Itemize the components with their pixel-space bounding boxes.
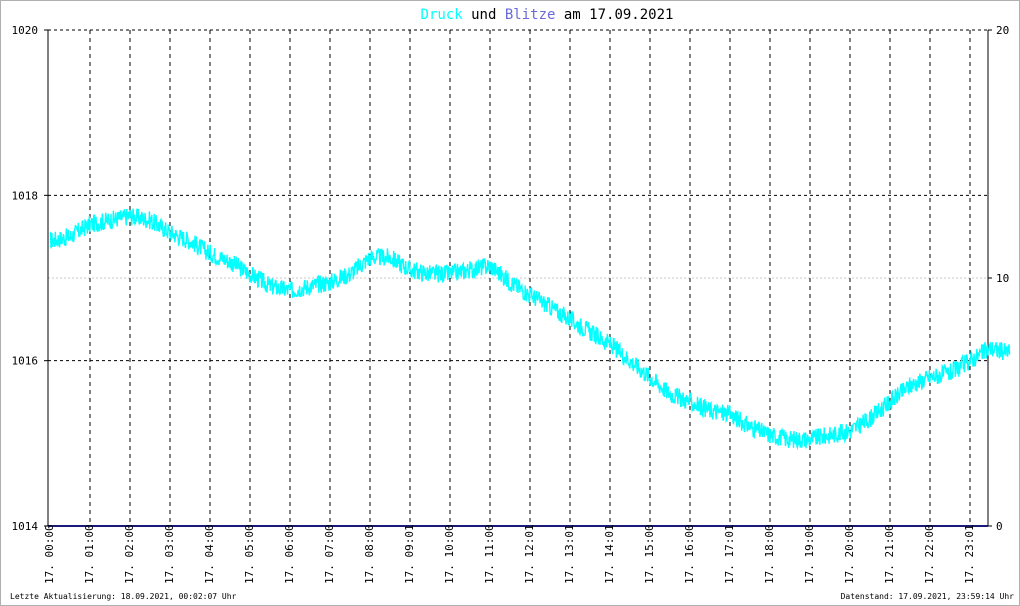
y-left-tick-label: 1020 xyxy=(12,24,39,37)
y-left-tick-label: 1014 xyxy=(12,520,39,533)
series-druck-line xyxy=(49,208,1011,450)
x-tick-label: 17. 18:00 xyxy=(763,524,776,584)
title-date: am 17.09.2021 xyxy=(555,7,673,23)
grid xyxy=(48,29,988,526)
title-blitze: Blitze xyxy=(505,7,556,23)
last-update-text: Letzte Aktualisierung: 18.09.2021, 00:02… xyxy=(10,592,237,601)
x-tick-label: 17. 01:00 xyxy=(83,524,96,584)
axes xyxy=(44,29,992,527)
x-tick-label: 17. 08:00 xyxy=(363,524,376,584)
y-left-tick-label: 1018 xyxy=(12,189,39,202)
x-tick-label: 17. 19:00 xyxy=(803,524,816,584)
x-tick-label: 17. 09:01 xyxy=(403,524,416,584)
x-tick-label: 17. 00:00 xyxy=(43,524,56,584)
y-right-tick-label: 0 xyxy=(996,520,1003,533)
title-druck: Druck xyxy=(421,7,464,23)
x-tick-label: 17. 13:01 xyxy=(563,524,576,584)
x-tick-label: 17. 02:00 xyxy=(123,524,136,584)
x-tick-label: 17. 15:00 xyxy=(643,524,656,584)
x-tick-label: 17. 05:00 xyxy=(243,524,256,584)
x-tick-label: 17. 17:01 xyxy=(723,524,736,584)
x-tick-label: 17. 06:00 xyxy=(283,524,296,584)
x-tick-label: 17. 20:00 xyxy=(843,524,856,584)
x-tick-label: 17. 23:01 xyxy=(963,524,976,584)
x-tick-label: 17. 12:01 xyxy=(523,524,536,584)
x-tick-label: 17. 16:00 xyxy=(683,524,696,584)
chart-title: Druck und Blitze am 17.09.2021 xyxy=(421,7,674,23)
x-tick-label: 17. 04:00 xyxy=(203,524,216,584)
y-left-tick-label: 1016 xyxy=(12,355,39,368)
x-tick-label: 17. 03:00 xyxy=(163,524,176,584)
x-tick-label: 17. 21:00 xyxy=(883,524,896,584)
tick-labels: 17. 00:00 17. 01:00 17. 02:00 17. 03:00 17. … xyxy=(12,24,1010,584)
x-tick-label: 17. 10:00 xyxy=(443,524,456,584)
y-right-tick-label: 10 xyxy=(996,272,1009,285)
x-tick-label: 17. 11:00 xyxy=(483,524,496,584)
data-status-text: Datenstand: 17.09.2021, 23:59:14 Uhr xyxy=(840,592,1014,601)
series xyxy=(48,208,1011,527)
title-und: und xyxy=(463,7,505,23)
x-tick-label: 17. 07:00 xyxy=(323,524,336,584)
x-tick-label: 17. 22:00 xyxy=(923,524,936,584)
y-right-tick-label: 20 xyxy=(996,24,1009,37)
x-tick-label: 17. 14:01 xyxy=(603,524,616,584)
